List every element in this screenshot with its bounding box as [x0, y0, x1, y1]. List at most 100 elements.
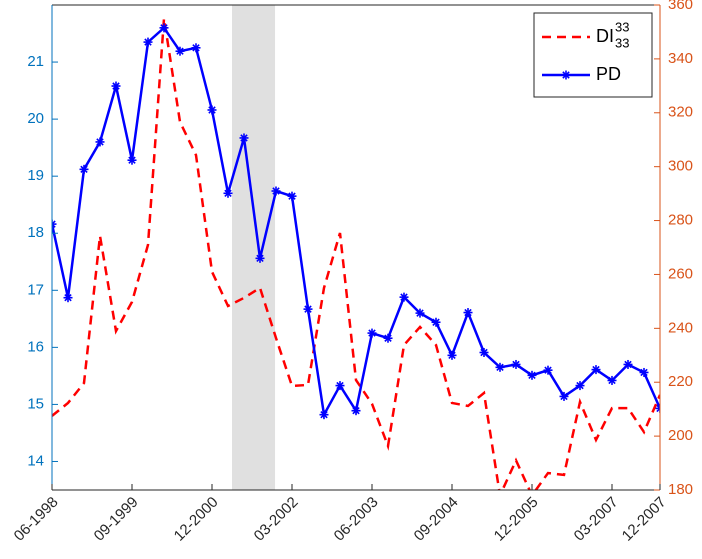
marker-stroke: [80, 165, 88, 174]
marker: [303, 304, 313, 314]
marker-stroke: [576, 381, 584, 390]
x-tick-label: 12-2007: [619, 494, 670, 545]
marker: [447, 350, 457, 360]
marker: [463, 308, 473, 318]
series-line: [52, 18, 660, 490]
marker: [351, 406, 361, 416]
marker-stroke: [336, 381, 344, 390]
y2-tick-label: 340: [668, 50, 693, 67]
marker-stroke: [52, 220, 56, 226]
y2-tick-label: 300: [668, 158, 693, 175]
marker-stroke: [640, 368, 648, 377]
marker: [335, 381, 345, 391]
y2-tick-label: 220: [668, 373, 693, 390]
legend-superscript: 33: [615, 19, 629, 34]
marker-stroke: [176, 47, 184, 55]
marker-stroke: [368, 329, 376, 337]
marker-stroke: [304, 305, 312, 313]
marker-stroke: [208, 106, 216, 114]
y-tick-label: 16: [27, 338, 44, 355]
marker: [319, 410, 329, 420]
marker-stroke: [288, 192, 296, 200]
marker: [159, 23, 169, 33]
x-tick-label: 09-1999: [91, 494, 142, 545]
marker: [95, 137, 105, 147]
marker-stroke: [512, 360, 520, 369]
marker-stroke: [448, 351, 456, 360]
marker: [271, 186, 281, 196]
marker-stroke: [64, 293, 72, 302]
marker: [511, 359, 521, 369]
marker-stroke: [128, 156, 136, 164]
y2-tick-label: 280: [668, 212, 693, 229]
marker-stroke: [656, 407, 660, 413]
marker: [287, 191, 297, 201]
marker-stroke: [160, 24, 168, 32]
x-tick-label: 09-2004: [411, 494, 462, 545]
marker-stroke: [656, 404, 660, 410]
marker-stroke: [384, 334, 392, 342]
marker-stroke: [192, 44, 200, 52]
y2-tick-label: 180: [668, 481, 693, 498]
marker-stroke: [52, 222, 56, 228]
marker: [79, 164, 89, 174]
marker: [655, 403, 660, 413]
marker-stroke: [256, 254, 264, 263]
marker: [591, 365, 601, 375]
marker: [175, 46, 185, 56]
marker: [127, 155, 137, 165]
x-tick-label: 06-2003: [331, 494, 382, 545]
marker-stroke: [400, 293, 408, 301]
marker: [607, 375, 617, 385]
marker: [415, 308, 425, 318]
y2-tick-label: 260: [668, 265, 693, 282]
marker-stroke: [464, 308, 472, 317]
marker: [255, 253, 265, 263]
y2-tick-label: 360: [668, 0, 693, 13]
marker-stroke: [544, 366, 552, 374]
marker-stroke: [562, 71, 570, 79]
marker-stroke: [144, 38, 152, 46]
legend-label: DI: [596, 26, 614, 46]
y-tick-label: 17: [27, 281, 44, 298]
legend-box: [533, 12, 653, 98]
x-tick-label: 12-2005: [491, 494, 542, 545]
x-tick-label: 06-1998: [11, 494, 62, 545]
marker: [399, 292, 409, 302]
legend-label: PD: [596, 64, 621, 84]
marker-stroke: [352, 406, 360, 415]
marker-stroke: [560, 392, 568, 401]
marker-stroke: [112, 82, 120, 90]
marker: [623, 359, 633, 369]
marker: [495, 362, 505, 372]
marker-stroke: [416, 309, 424, 317]
marker-stroke: [96, 138, 104, 146]
marker-stroke: [432, 318, 440, 326]
marker: [191, 43, 201, 53]
marker: [383, 333, 393, 343]
marker-stroke: [320, 410, 328, 419]
marker-stroke: [240, 134, 248, 142]
marker-stroke: [496, 363, 504, 372]
marker: [143, 37, 153, 47]
x-tick-label: 03-2002: [251, 494, 302, 545]
y2-tick-label: 200: [668, 427, 693, 444]
marker: [543, 365, 553, 375]
marker: [223, 188, 233, 198]
shaded-region: [232, 5, 276, 490]
marker: [431, 317, 441, 327]
marker-stroke: [592, 365, 600, 374]
marker: [575, 381, 585, 391]
marker-stroke: [272, 187, 280, 195]
marker: [111, 81, 121, 91]
plot-area: [52, 5, 660, 490]
marker: [367, 328, 377, 338]
y-tick-label: 20: [27, 110, 44, 127]
y-tick-label: 19: [27, 167, 44, 184]
x-tick-label: 03-2007: [571, 494, 622, 545]
marker: [639, 367, 649, 377]
y-tick-label: 14: [27, 452, 44, 469]
marker: [559, 391, 569, 401]
marker: [479, 347, 489, 357]
